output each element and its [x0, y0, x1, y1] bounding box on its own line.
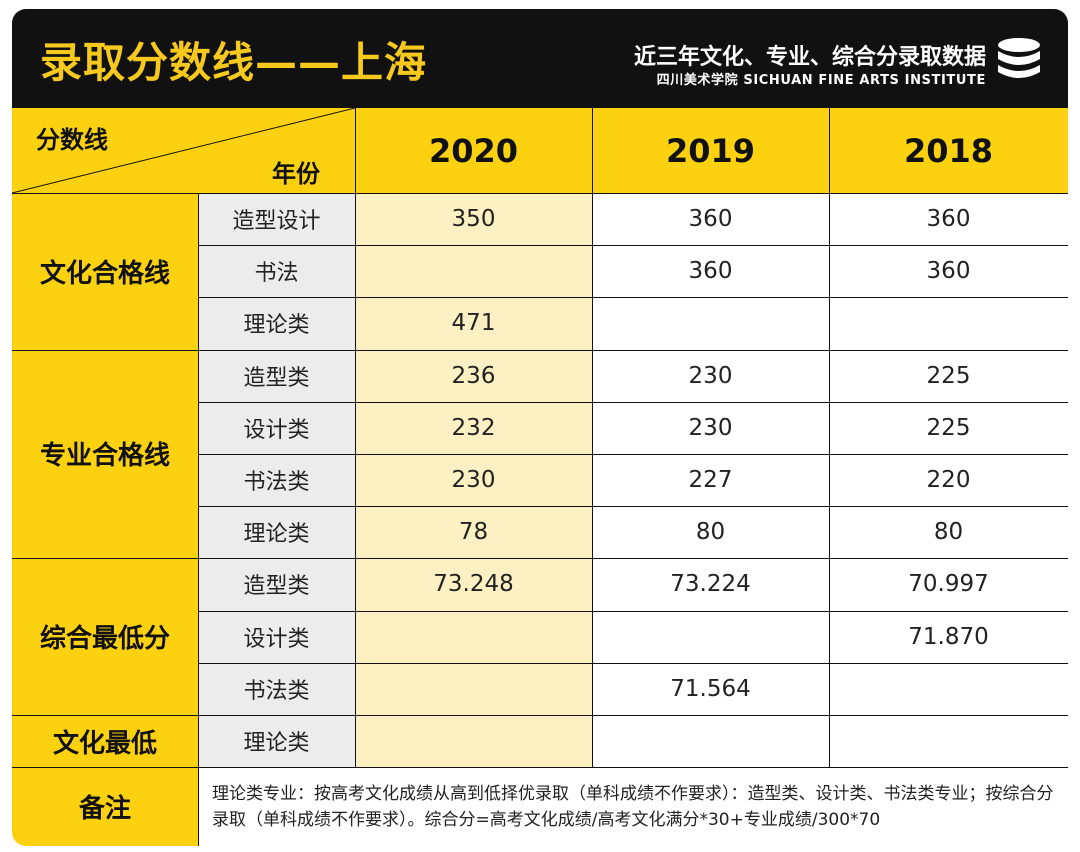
grid-line: [12, 349, 1068, 351]
year-header-2019: 2019: [592, 108, 829, 193]
table-cell: 360: [829, 193, 1068, 246]
table-cell: [355, 715, 592, 768]
row-label: 造型类: [198, 558, 355, 611]
grid-line: [829, 108, 830, 768]
row-label: 理论类: [198, 715, 355, 768]
table-cell: 80: [592, 506, 829, 559]
year-header-2018: 2018: [829, 108, 1068, 193]
table-cell: 350: [355, 193, 592, 246]
diagonal-divider: [12, 108, 355, 193]
row-label: 理论类: [198, 506, 355, 559]
table-cell: [355, 245, 592, 298]
institute-name: 四川美术学院 SICHUAN FINE ARTS INSTITUTE: [656, 73, 986, 88]
grid-line: [12, 715, 1068, 716]
grid-line: [12, 558, 1068, 560]
table-cell: 70.997: [829, 558, 1068, 611]
grid-line: [198, 662, 1068, 664]
grid-line: [198, 297, 1068, 299]
table-cell: [355, 610, 592, 663]
grid-line: [355, 108, 356, 768]
table-cell: [592, 715, 829, 768]
grid-line: [198, 401, 1068, 403]
table-cell: 230: [355, 454, 592, 507]
table-cell: 471: [355, 297, 592, 350]
table-cell: 225: [829, 349, 1068, 402]
header-bar: 录取分数线——上海 近三年文化、专业、综合分录取数据 四川美术学院 SICHUA…: [12, 9, 1068, 108]
grid-line: [592, 108, 593, 768]
table-cell: [592, 610, 829, 663]
score-card: 录取分数线——上海 近三年文化、专业、综合分录取数据 四川美术学院 SICHUA…: [12, 9, 1068, 846]
table-cell: 232: [355, 401, 592, 454]
row-label: 书法类: [198, 454, 355, 507]
table-cell: [829, 662, 1068, 715]
grid-line: [12, 193, 1068, 194]
grid-line: [12, 767, 1068, 769]
table-cell: [829, 715, 1068, 768]
group-label: 综合最低分: [12, 558, 198, 715]
row-label: 书法: [198, 245, 355, 298]
grid-line: [198, 506, 1068, 508]
table-cell: 225: [829, 401, 1068, 454]
row-label: 设计类: [198, 610, 355, 663]
row-label: 书法类: [198, 662, 355, 715]
score-table: 分数线 年份 2020 2019 2018 文化合格线 造型设计 350 360 360 书法 3…: [12, 108, 1068, 846]
table-cell: 360: [829, 245, 1068, 298]
corner-label-score: 分数线: [36, 126, 108, 154]
table-cell: 71.870: [829, 610, 1068, 663]
table-cell: 73.248: [355, 558, 592, 611]
header-subtitle: 近三年文化、专业、综合分录取数据: [633, 45, 986, 70]
table-cell: 78: [355, 506, 592, 559]
grid-line: [198, 767, 199, 846]
table-cell: 236: [355, 349, 592, 402]
note-label: 备注: [12, 767, 198, 846]
row-label: 理论类: [198, 297, 355, 350]
page-title: 录取分数线——上海: [40, 38, 428, 87]
table-cell: 230: [592, 349, 829, 402]
table-cell: [355, 662, 592, 715]
grid-line: [198, 454, 1068, 455]
group-label: 专业合格线: [12, 349, 198, 559]
table-cell: 71.564: [592, 662, 829, 715]
row-label: 造型类: [198, 349, 355, 402]
grid-line: [198, 193, 199, 768]
row-label: 造型设计: [198, 193, 355, 246]
table-cell: [829, 297, 1068, 350]
table-cell: 73.224: [592, 558, 829, 611]
table-cell: 360: [592, 193, 829, 246]
table-corner-header: 分数线 年份: [12, 108, 355, 193]
grid-line: [198, 245, 1068, 247]
table-cell: 230: [592, 401, 829, 454]
note-text: 理论类专业：按高考文化成绩从高到低择优录取（单科成绩不作要求）：造型类、设计类、…: [198, 767, 1068, 846]
table-cell: 220: [829, 454, 1068, 507]
table-cell: 80: [829, 506, 1068, 559]
table-cell: 360: [592, 245, 829, 298]
database-icon: [998, 38, 1040, 78]
year-header-2020: 2020: [355, 108, 592, 193]
table-cell: [592, 297, 829, 350]
table-cell: 227: [592, 454, 829, 507]
row-label: 设计类: [198, 401, 355, 454]
group-label: 文化合格线: [12, 193, 198, 350]
corner-label-year: 年份: [272, 160, 320, 188]
grid-line: [198, 610, 1068, 612]
group-label: 文化最低: [12, 715, 198, 768]
